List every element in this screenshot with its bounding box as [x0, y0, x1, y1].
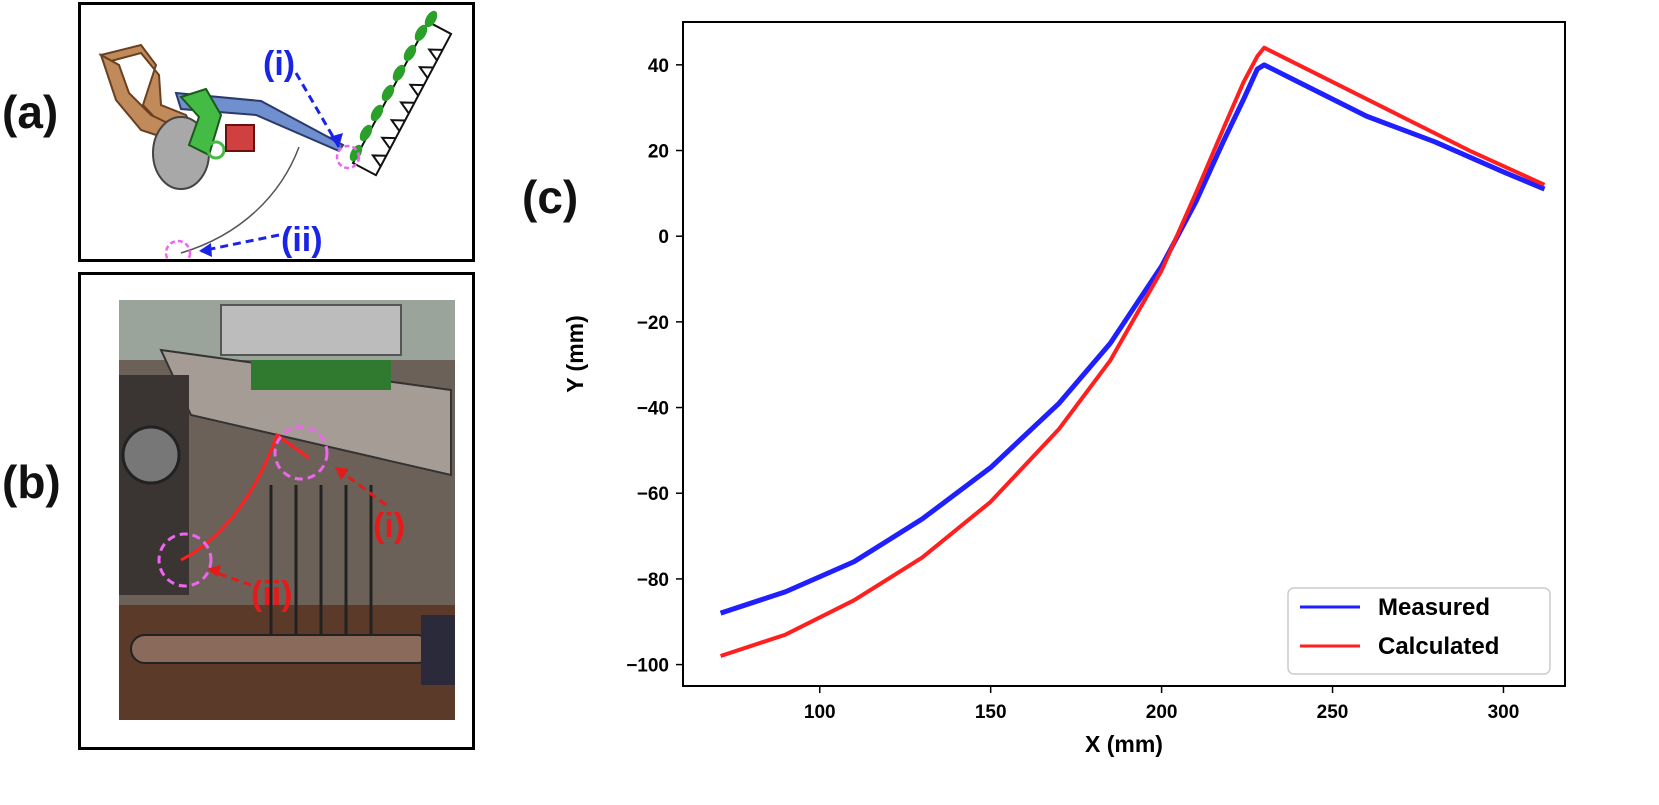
panel-a-frame: (i) (ii) [78, 2, 475, 267]
y-tick-label: 0 [658, 227, 669, 248]
photo-arrow-ii-head [207, 565, 221, 577]
photo-arrow-i [338, 468, 387, 507]
x-tick-label: 100 [804, 702, 836, 723]
mechanism-schematic: (i) (ii) [98, 10, 453, 267]
series-line-calculated [719, 45, 1546, 658]
y-tick-label: 40 [648, 56, 669, 77]
legend-label-calculated: Calculated [1378, 633, 1499, 660]
legend: Measured Calculated [1287, 587, 1551, 675]
y-tick-label: −100 [626, 656, 669, 677]
y-axis-ticks: −100 −80 −60 −40 −20 0 20 40 [626, 56, 683, 677]
legend-label-measured: Measured [1378, 594, 1490, 621]
y-tick-label: −40 [637, 399, 669, 420]
callout-label-b-i: (i) [373, 507, 405, 545]
plot-area [682, 21, 1566, 687]
callout-label-a-ii: (ii) [281, 221, 323, 259]
panel-b-frame: (i) (ii) [78, 272, 475, 750]
x-axis-label: X (mm) [1085, 731, 1163, 757]
callout-arrow-ii-head [199, 243, 212, 257]
y-axis-label: Y (mm) [562, 315, 588, 393]
panel-label-a: (a) [2, 86, 59, 138]
photo-callout-circle-ii [157, 532, 213, 588]
y-tick-label: −80 [637, 570, 669, 591]
legend-box [1287, 587, 1551, 675]
callout-arrow-i-head [329, 133, 343, 147]
x-axis-ticks: 100 150 200 250 300 [804, 686, 1519, 723]
series-lines [719, 45, 1546, 658]
photo-callout-circle-i [273, 425, 329, 481]
panel-label-b: (b) [2, 456, 61, 508]
photo-arrow-ii [210, 569, 252, 587]
callout-arrow-ii [200, 233, 280, 253]
machine-photo: (i) (ii) [119, 300, 455, 720]
callout-circle-i [335, 144, 361, 170]
series-line-measured [719, 62, 1546, 616]
y-tick-label: 20 [648, 142, 669, 163]
x-tick-label: 300 [1488, 702, 1520, 723]
y-tick-label: −20 [637, 313, 669, 334]
photo-trajectory [180, 432, 310, 562]
gear-ring [206, 140, 226, 160]
photo-arrow-i-head [335, 467, 349, 480]
callout-arrow-i [294, 72, 341, 148]
cam-block [225, 124, 255, 152]
x-tick-label: 150 [975, 702, 1007, 723]
callout-label-b-ii: (ii) [251, 575, 293, 613]
x-tick-label: 250 [1317, 702, 1349, 723]
seedling-tray [351, 20, 453, 177]
callout-circle-ii [164, 239, 192, 267]
panel-label-c: (c) [522, 171, 579, 223]
transplant-path [180, 146, 300, 254]
y-tick-label: −60 [637, 484, 669, 505]
callout-label-a-i: (i) [263, 45, 295, 83]
x-tick-label: 200 [1146, 702, 1178, 723]
